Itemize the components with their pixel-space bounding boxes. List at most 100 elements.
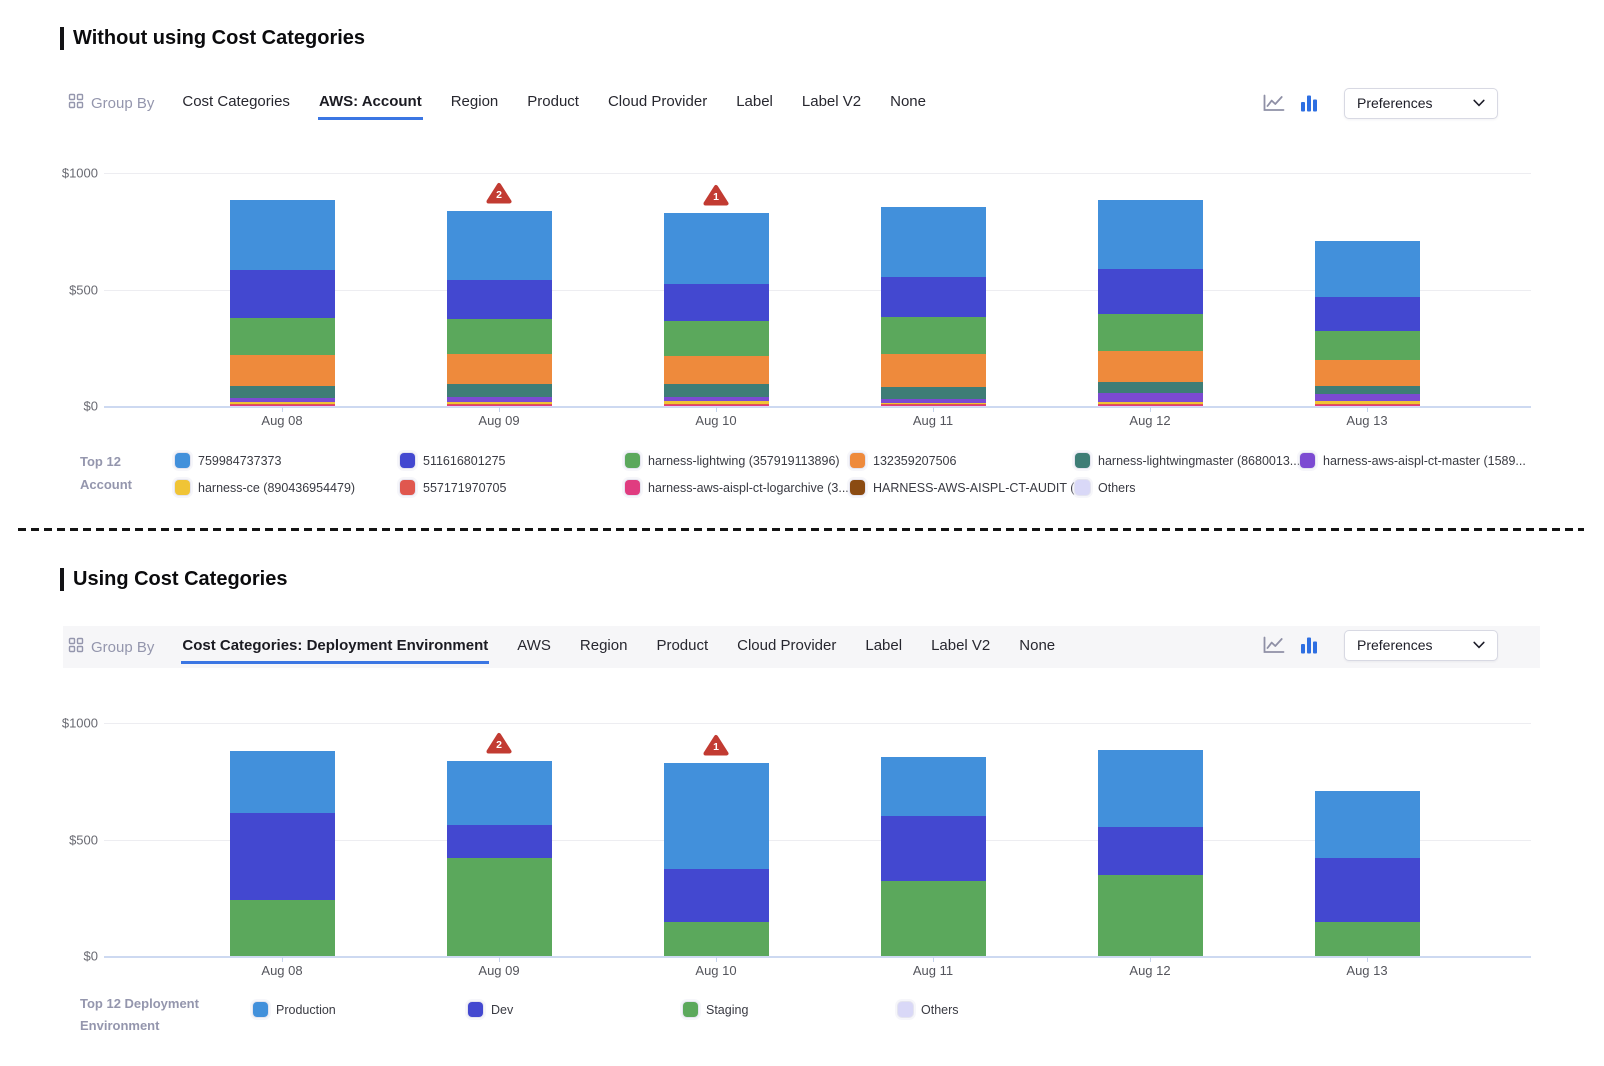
bar-segment-759984737373[interactable] (880, 206, 986, 277)
bar-segment-759984737373[interactable] (446, 210, 552, 281)
legend-item-production[interactable]: Production (253, 1001, 336, 1018)
bar-segment-dev[interactable] (663, 868, 769, 922)
bar-segment-harness-lightwing-357919113896[interactable] (1314, 331, 1420, 361)
bar-segment-harness-ce-890436954479[interactable] (229, 402, 335, 404)
bar-segment-harness-lightwingmaster-8680013[interactable] (663, 384, 769, 397)
legend-item-harness-lightwing-357919113896[interactable]: harness-lightwing (357919113896) (625, 452, 840, 469)
legend-item-759984737373[interactable]: 759984737373 (175, 452, 281, 469)
bar-segment-production[interactable] (880, 757, 986, 816)
bar-segment-511616801275[interactable] (880, 276, 986, 317)
bar-segment-harness-lightwing-357919113896[interactable] (229, 318, 335, 355)
anomaly-badge[interactable]: 2 (486, 732, 512, 754)
bar-segment-dev[interactable] (1314, 857, 1420, 922)
tab-label[interactable]: Label (736, 93, 773, 110)
bar-segment-132359207506[interactable] (880, 353, 986, 387)
bar-segment-harness-lightwingmaster-8680013[interactable] (446, 384, 552, 397)
bar-segment-511616801275[interactable] (229, 270, 335, 319)
bar-segment-production[interactable] (446, 761, 552, 826)
bar-segment-759984737373[interactable] (1314, 241, 1420, 298)
tab-cloud-provider[interactable]: Cloud Provider (737, 637, 837, 654)
bar-segment-dev[interactable] (880, 815, 986, 881)
bar-segment-759984737373[interactable] (1097, 199, 1203, 269)
legend-item-others[interactable]: Others (1075, 479, 1136, 496)
tab-label-v2[interactable]: Label V2 (801, 93, 862, 110)
bar-segment-harness-aws-aispl-ct-master-1589[interactable] (663, 396, 769, 402)
bar-segment-production[interactable] (1097, 750, 1203, 827)
bar-segment-harness-lightwing-357919113896[interactable] (1097, 313, 1203, 351)
tab-none[interactable]: None (890, 93, 926, 110)
bar-segment-511616801275[interactable] (1097, 269, 1203, 314)
tab-region[interactable]: Region (579, 637, 628, 654)
bar-segment-harness-aws-aispl-ct-master-1589[interactable] (1314, 394, 1420, 402)
preferences-button-1[interactable]: Preferences (1344, 87, 1498, 119)
legend-item-harness-aws-aispl-ct-logarchive-3[interactable]: harness-aws-aispl-ct-logarchive (3... (625, 479, 849, 496)
bar-segment-harness-ce-890436954479[interactable] (880, 403, 986, 405)
line-chart-toggle[interactable] (1262, 635, 1286, 655)
tab-aws-account[interactable]: AWS: Account (317, 86, 423, 120)
bar-segment-511616801275[interactable] (663, 284, 769, 321)
bar-segment-harness-lightwing-357919113896[interactable] (880, 316, 986, 354)
bar-segment-harness-lightwing-357919113896[interactable] (446, 318, 552, 354)
bar-segment-production[interactable] (1314, 791, 1420, 858)
bar-segment-132359207506[interactable] (229, 354, 335, 386)
bar-segment-132359207506[interactable] (1314, 360, 1420, 386)
bar-segment-harness-aws-aispl-ct-master-1589[interactable] (1097, 392, 1203, 403)
bar-segment-harness-ce-890436954479[interactable] (1314, 401, 1420, 405)
legend-item-harness-aws-aispl-ct-master-1589[interactable]: harness-aws-aispl-ct-master (1589... (1300, 452, 1526, 469)
tab-aws[interactable]: AWS (517, 637, 551, 654)
bar-segment-557171970705[interactable] (663, 403, 769, 406)
legend-item-dev[interactable]: Dev (468, 1001, 513, 1018)
tab-label-v2[interactable]: Label V2 (931, 637, 991, 654)
bar-segment-dev[interactable] (229, 812, 335, 901)
bar-segment-harness-lightwingmaster-8680013[interactable] (1314, 385, 1420, 395)
bar-segment-staging[interactable] (1314, 921, 1420, 956)
legend-item-132359207506[interactable]: 132359207506 (850, 452, 956, 469)
anomaly-badge[interactable]: 1 (703, 734, 729, 756)
tab-cloud-provider[interactable]: Cloud Provider (607, 93, 708, 110)
bar-segment-staging[interactable] (663, 921, 769, 956)
tab-none[interactable]: None (1019, 637, 1056, 654)
bar-segment-harness-lightwingmaster-8680013[interactable] (1097, 382, 1203, 393)
bar-segment-557171970705[interactable] (1314, 404, 1420, 406)
bar-segment-staging[interactable] (229, 900, 335, 956)
bar-segment-harness-aws-aispl-ct-master-1589[interactable] (229, 397, 335, 403)
bar-segment-759984737373[interactable] (663, 212, 769, 285)
bar-segment-harness-lightwing-357919113896[interactable] (663, 320, 769, 356)
legend-item-harness-aws-aispl-ct-audit[interactable]: HARNESS-AWS-AISPL-CT-AUDIT (... (850, 479, 1085, 496)
bar-chart-toggle[interactable] (1299, 635, 1319, 655)
preferences-button-2[interactable]: Preferences (1344, 629, 1498, 661)
legend-item-others[interactable]: Others (898, 1001, 959, 1018)
tab-cost-categories-deployment-environment[interactable]: Cost Categories: Deployment Environment (181, 630, 490, 664)
legend-item-511616801275[interactable]: 511616801275 (400, 452, 506, 469)
bar-segment-557171970705[interactable] (229, 403, 335, 406)
tab-product[interactable]: Product (656, 637, 709, 654)
bar-segment-harness-aws-aispl-ct-master-1589[interactable] (446, 396, 552, 402)
bar-segment-557171970705[interactable] (1097, 404, 1203, 406)
bar-segment-759984737373[interactable] (229, 200, 335, 271)
bar-segment-132359207506[interactable] (663, 355, 769, 385)
bar-segment-557171970705[interactable] (446, 403, 552, 406)
tab-product[interactable]: Product (527, 93, 579, 110)
bar-segment-staging[interactable] (1097, 874, 1203, 956)
bar-segment-dev[interactable] (446, 825, 552, 859)
bar-segment-511616801275[interactable] (1314, 297, 1420, 332)
bar-chart-toggle[interactable] (1299, 93, 1319, 113)
bar-segment-harness-ce-890436954479[interactable] (1097, 402, 1203, 405)
bar-segment-harness-lightwingmaster-8680013[interactable] (880, 386, 986, 399)
bar-segment-harness-ce-890436954479[interactable] (446, 401, 552, 404)
anomaly-badge[interactable]: 2 (486, 182, 512, 204)
bar-segment-harness-aws-aispl-ct-master-1589[interactable] (880, 398, 986, 404)
bar-segment-511616801275[interactable] (446, 280, 552, 319)
tab-label[interactable]: Label (865, 637, 903, 654)
bar-segment-132359207506[interactable] (446, 353, 552, 385)
bar-segment-staging[interactable] (880, 880, 986, 956)
legend-item-harness-lightwingmaster-8680013[interactable]: harness-lightwingmaster (8680013... (1075, 452, 1300, 469)
bar-segment-staging[interactable] (446, 858, 552, 956)
tab-region[interactable]: Region (450, 93, 499, 110)
legend-item-harness-ce-890436954479[interactable]: harness-ce (890436954479) (175, 479, 355, 496)
bar-segment-production[interactable] (663, 762, 769, 869)
bar-segment-harness-lightwingmaster-8680013[interactable] (229, 385, 335, 398)
anomaly-badge[interactable]: 1 (703, 184, 729, 206)
legend-item-557171970705[interactable]: 557171970705 (400, 479, 506, 496)
line-chart-toggle[interactable] (1262, 93, 1286, 113)
